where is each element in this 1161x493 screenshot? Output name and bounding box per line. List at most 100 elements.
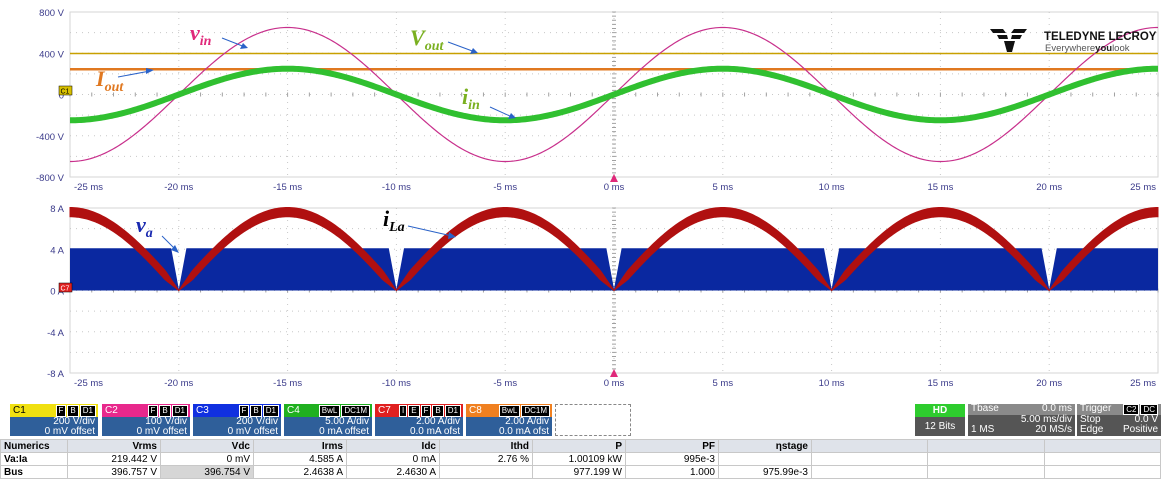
channel-c2-header: C2 F B D1	[102, 404, 190, 417]
svg-text:iLa: iLa	[383, 206, 405, 235]
series-i-la	[69, 206, 1159, 292]
channel-c7-id: C7	[378, 405, 391, 416]
channel-c8-box[interactable]: C8 BwL DC1M 2.00 A/div 0.0 mA ofst	[466, 404, 552, 436]
v-out-subscript: out	[425, 39, 445, 54]
c7-level-marker[interactable]: C7	[58, 282, 73, 293]
c7-badge-e: E	[408, 405, 420, 417]
x-tick-label: -20 ms	[164, 378, 193, 389]
trigger-time-arrow-bottom	[610, 369, 618, 377]
row-label-va-ia: Va:Ia	[0, 452, 68, 466]
va-ia-eta	[718, 452, 812, 466]
panel2-y-ticks: 8 A 4 A 0 A -4 A -8 A	[47, 204, 65, 380]
channel-c4-header: C4 BwL DC1M	[284, 404, 372, 417]
hd-indicator[interactable]: HD 12 Bits	[915, 404, 965, 436]
trigger-source-badge: C2	[1123, 404, 1140, 415]
c1-scale: 200 V/div	[53, 416, 95, 427]
annotation-v-out: Vout	[410, 25, 478, 54]
bus-pf: 1.000	[625, 465, 719, 479]
y-tick-label: 4 A	[50, 245, 64, 256]
channel-c7-box[interactable]: C7 I E F B D1 2.00 A/div 0.0 mA ofst	[375, 404, 463, 436]
channel-c8-header: C8 BwL DC1M	[466, 404, 552, 417]
c2-badge-b: B	[159, 405, 171, 417]
c8-offset: 0.0 mA ofst	[498, 425, 549, 437]
logo-tagline: Everywhereyoulook	[1045, 43, 1130, 54]
annotation-v-in: vin	[190, 20, 248, 49]
c1-level-marker[interactable]: C1	[58, 85, 73, 96]
c2-badge-f: F	[147, 405, 159, 417]
panel1-x-ticks: -25 ms -20 ms -15 ms -10 ms -5 ms 0 ms 5 ms 10 …	[74, 182, 1156, 193]
channel-c3-box[interactable]: C3 F B D1 200 V/div 0 mV offset	[193, 404, 281, 436]
c4-scale: 5.00 A/div	[325, 416, 369, 427]
svg-text:vin: vin	[190, 20, 212, 49]
c2-badge-d1: D1	[171, 405, 188, 417]
va-ia-irms: 4.585 A	[253, 452, 347, 466]
lecroy-wing-icon	[990, 29, 1027, 52]
tbase-delay: 0.0 ms	[1041, 403, 1072, 414]
row-label-bus: Bus	[0, 465, 68, 479]
c7-badge-d1: D1	[444, 405, 461, 417]
bus-irms: 2.4638 A	[253, 465, 347, 479]
annotation-i-in: iin	[462, 84, 516, 119]
va-ia-ithd: 2.76 %	[439, 452, 533, 466]
i-la-label: i	[383, 206, 390, 231]
header-ithd: Ithd	[439, 439, 533, 453]
x-tick-label: 15 ms	[927, 182, 953, 193]
c7-marker-label: C7	[61, 286, 70, 293]
numerics-header-row: Numerics Vrms Vdc Irms Idc Ithd P PF ηst…	[0, 439, 1161, 453]
y-tick-label: -8 A	[47, 369, 65, 380]
x-tick-label: 0 ms	[604, 378, 625, 389]
c8-badge-dc1m: DC1M	[521, 405, 550, 417]
header-eta-stage: ηstage	[718, 439, 812, 453]
v-out-label: V	[410, 25, 427, 50]
trigger-type: Edge	[1080, 424, 1104, 436]
v-a-subscript: a	[146, 226, 153, 241]
x-tick-label: 0 ms	[604, 182, 625, 193]
panel1-y-ticks: 800 V 400 V 0 -400 V -800 V	[36, 8, 65, 184]
channel-c1-box[interactable]: C1 F B D1 200 V/div 0 mV offset	[10, 404, 98, 436]
timebase-box[interactable]: Tbase 0.0 ms 5.00 ms/div 1 MS 20 MS/s	[968, 403, 1075, 436]
svg-text:Vout: Vout	[410, 25, 444, 54]
va-ia-p: 1.00109 kW	[532, 452, 626, 466]
c3-badge-d1: D1	[262, 405, 279, 417]
c1-badge-b: B	[67, 405, 79, 417]
y-tick-label: -800 V	[36, 173, 65, 184]
trigger-slope: Positive	[1122, 424, 1158, 436]
table-row: Bus 396.757 V 396.754 V 2.4638 A 2.4630 …	[0, 465, 1161, 479]
svg-text:iin: iin	[462, 84, 480, 113]
table-row: Va:Ia 219.442 V 0 mV 4.585 A 0 mA 2.76 %…	[0, 452, 1161, 466]
i-la-subscript: La	[388, 220, 405, 235]
panel1-series	[69, 26, 1159, 163]
x-tick-label: -5 ms	[493, 378, 517, 389]
c7-offset: 0.0 mA ofst	[409, 425, 460, 437]
c1-badge-d1: D1	[79, 405, 96, 417]
trigger-coupling-badge: DC	[1140, 404, 1158, 415]
channel-c4-id: C4	[287, 405, 300, 416]
c1-marker-label: C1	[61, 89, 70, 96]
channel-c2-box[interactable]: C2 F B D1 100 V/div 0 mV offset	[102, 404, 190, 436]
y-tick-label: -400 V	[36, 132, 65, 143]
x-tick-label: -15 ms	[273, 182, 302, 193]
bus-p: 977.199 W	[532, 465, 626, 479]
voltage-current-panel: 800 V 400 V 0 -400 V -800 V -25 ms -20 ms -15 …	[36, 8, 1159, 193]
y-tick-label: -4 A	[47, 328, 65, 339]
annotation-i-out: Iout	[95, 66, 154, 95]
header-irms: Irms	[253, 439, 347, 453]
numerics-table: Numerics Vrms Vdc Irms Idc Ithd P PF ηst…	[0, 439, 1161, 479]
c2-scale: 100 V/div	[145, 416, 187, 427]
bus-eta: 975.99e-3	[718, 465, 812, 479]
trigger-box[interactable]: Trigger C2 DC Stop 0.0 V Edge Positive	[1077, 403, 1161, 436]
y-tick-label: 400 V	[39, 49, 64, 60]
annotation-i-la: iLa	[383, 206, 456, 239]
va-ia-vdc: 0 mV	[160, 452, 254, 466]
empty-channel-slot[interactable]	[555, 404, 631, 436]
header-p: P	[532, 439, 626, 453]
bus-vrms: 396.757 V	[67, 465, 161, 479]
channel-c4-box[interactable]: C4 BwL DC1M 5.00 A/div 0 mA offset	[284, 404, 372, 436]
y-tick-label: 800 V	[39, 8, 64, 19]
series-i-in	[69, 65, 1159, 124]
tbase-per-div: 5.00 ms/div	[1020, 413, 1072, 425]
numerics-title: Numerics	[0, 439, 68, 453]
header-vrms: Vrms	[67, 439, 161, 453]
i-in-subscript: in	[468, 98, 480, 113]
bus-idc: 2.4630 A	[346, 465, 440, 479]
